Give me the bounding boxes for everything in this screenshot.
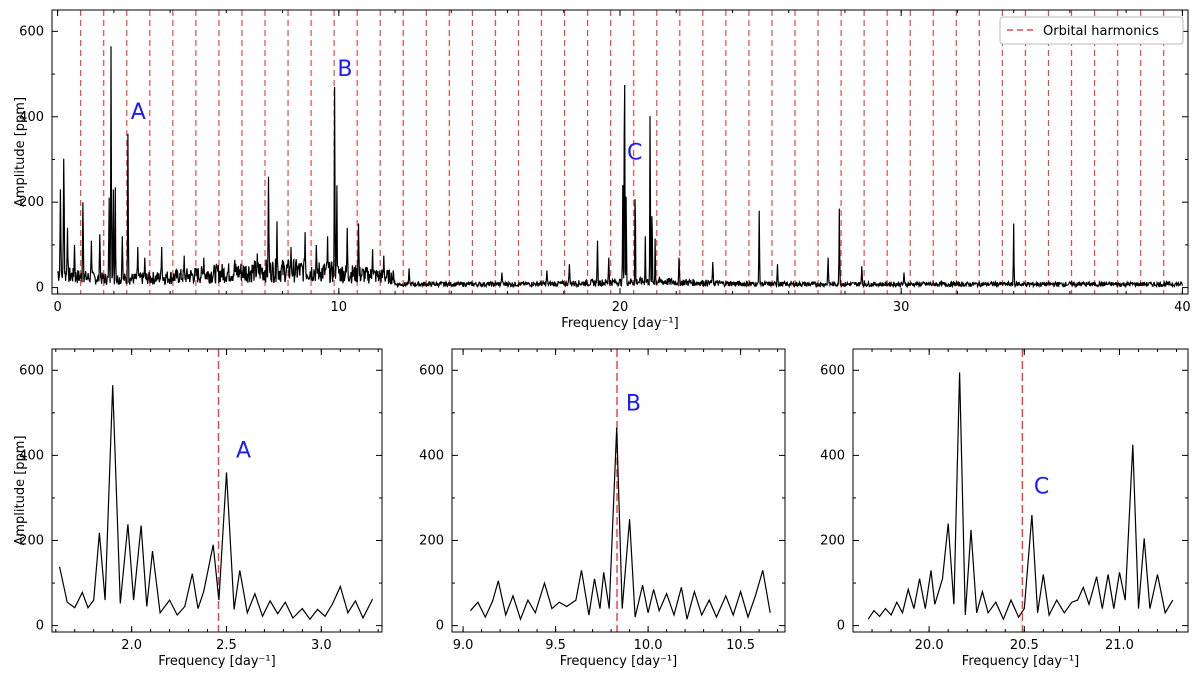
x-tick-label: 40 xyxy=(1174,300,1191,315)
x-tick-label: 21.0 xyxy=(1105,638,1134,653)
y-tick-label: 400 xyxy=(419,448,444,463)
zoom-panel-a: 2.0 2.5 3.0 0 200 400 600 Frequency [day⁻¹] Ampl… xyxy=(13,348,383,669)
y-tick-label: 200 xyxy=(19,195,44,210)
spectrum-line xyxy=(57,46,1183,289)
plot-frame xyxy=(51,9,1189,295)
y-tick-label: 200 xyxy=(19,534,44,549)
peak-label: B xyxy=(626,392,641,417)
peak-label: A xyxy=(131,100,146,125)
x-tick-label: 2.5 xyxy=(216,638,237,653)
legend-box xyxy=(999,16,1184,45)
x-axis-label: Frequency [day⁻¹] xyxy=(962,654,1079,669)
zoom-panel-c: 20.0 20.5 21.0 0 200 400 600 Frequency [day⁻¹] C xyxy=(820,348,1189,669)
legend: Orbital harmonics xyxy=(999,16,1184,45)
x-tick-label: 0 xyxy=(53,300,61,315)
plot-frame xyxy=(451,348,786,633)
legend-label: Orbital harmonics xyxy=(1043,24,1159,39)
x-tick-label: 20.5 xyxy=(1010,638,1039,653)
y-tick-label: 200 xyxy=(419,534,444,549)
y-tick-label: 0 xyxy=(36,281,44,296)
y-tick-label: 0 xyxy=(436,619,444,634)
plot-frame xyxy=(51,348,383,633)
x-axis-label: Frequency [day⁻¹] xyxy=(158,654,275,669)
spectrum-line xyxy=(59,385,374,621)
x-tick-label: 9.0 xyxy=(453,638,474,653)
y-tick-label: 400 xyxy=(820,448,845,463)
y-tick-label: 600 xyxy=(419,363,444,378)
x-tick-label: 10 xyxy=(331,300,348,315)
y-tick-label: 400 xyxy=(19,448,44,463)
x-tick-label: 30 xyxy=(893,300,910,315)
plot-frame xyxy=(852,348,1189,633)
x-tick-label: 20.0 xyxy=(915,638,944,653)
spectrum-line xyxy=(470,427,771,621)
zoom-panel-b: 9.0 9.5 10.0 10.5 0 200 400 600 Frequency [day⁻¹… xyxy=(419,348,786,669)
peak-label: C xyxy=(627,140,642,165)
peak-label: A xyxy=(236,439,251,464)
y-tick-label: 400 xyxy=(19,110,44,125)
y-axis-label: Amplitude [ppm] xyxy=(13,435,28,545)
y-axis-label: Amplitude [ppm] xyxy=(13,97,28,207)
spectrum-line xyxy=(867,372,1174,621)
y-tick-label: 600 xyxy=(820,363,845,378)
x-tick-label: 10.5 xyxy=(726,638,755,653)
y-tick-label: 0 xyxy=(36,619,44,634)
x-tick-label: 9.5 xyxy=(545,638,566,653)
x-tick-label: 3.0 xyxy=(311,638,332,653)
peak-label: B xyxy=(337,57,352,82)
y-tick-label: 600 xyxy=(19,24,44,39)
x-tick-label: 10.0 xyxy=(634,638,663,653)
y-tick-label: 600 xyxy=(19,363,44,378)
x-tick-label: 2.0 xyxy=(121,638,142,653)
x-axis-label: Frequency [day⁻¹] xyxy=(561,316,678,331)
y-tick-label: 0 xyxy=(837,619,845,634)
y-tick-label: 200 xyxy=(820,534,845,549)
x-axis-label: Frequency [day⁻¹] xyxy=(560,654,677,669)
x-tick-label: 20 xyxy=(612,300,629,315)
peak-label: C xyxy=(1034,475,1049,500)
